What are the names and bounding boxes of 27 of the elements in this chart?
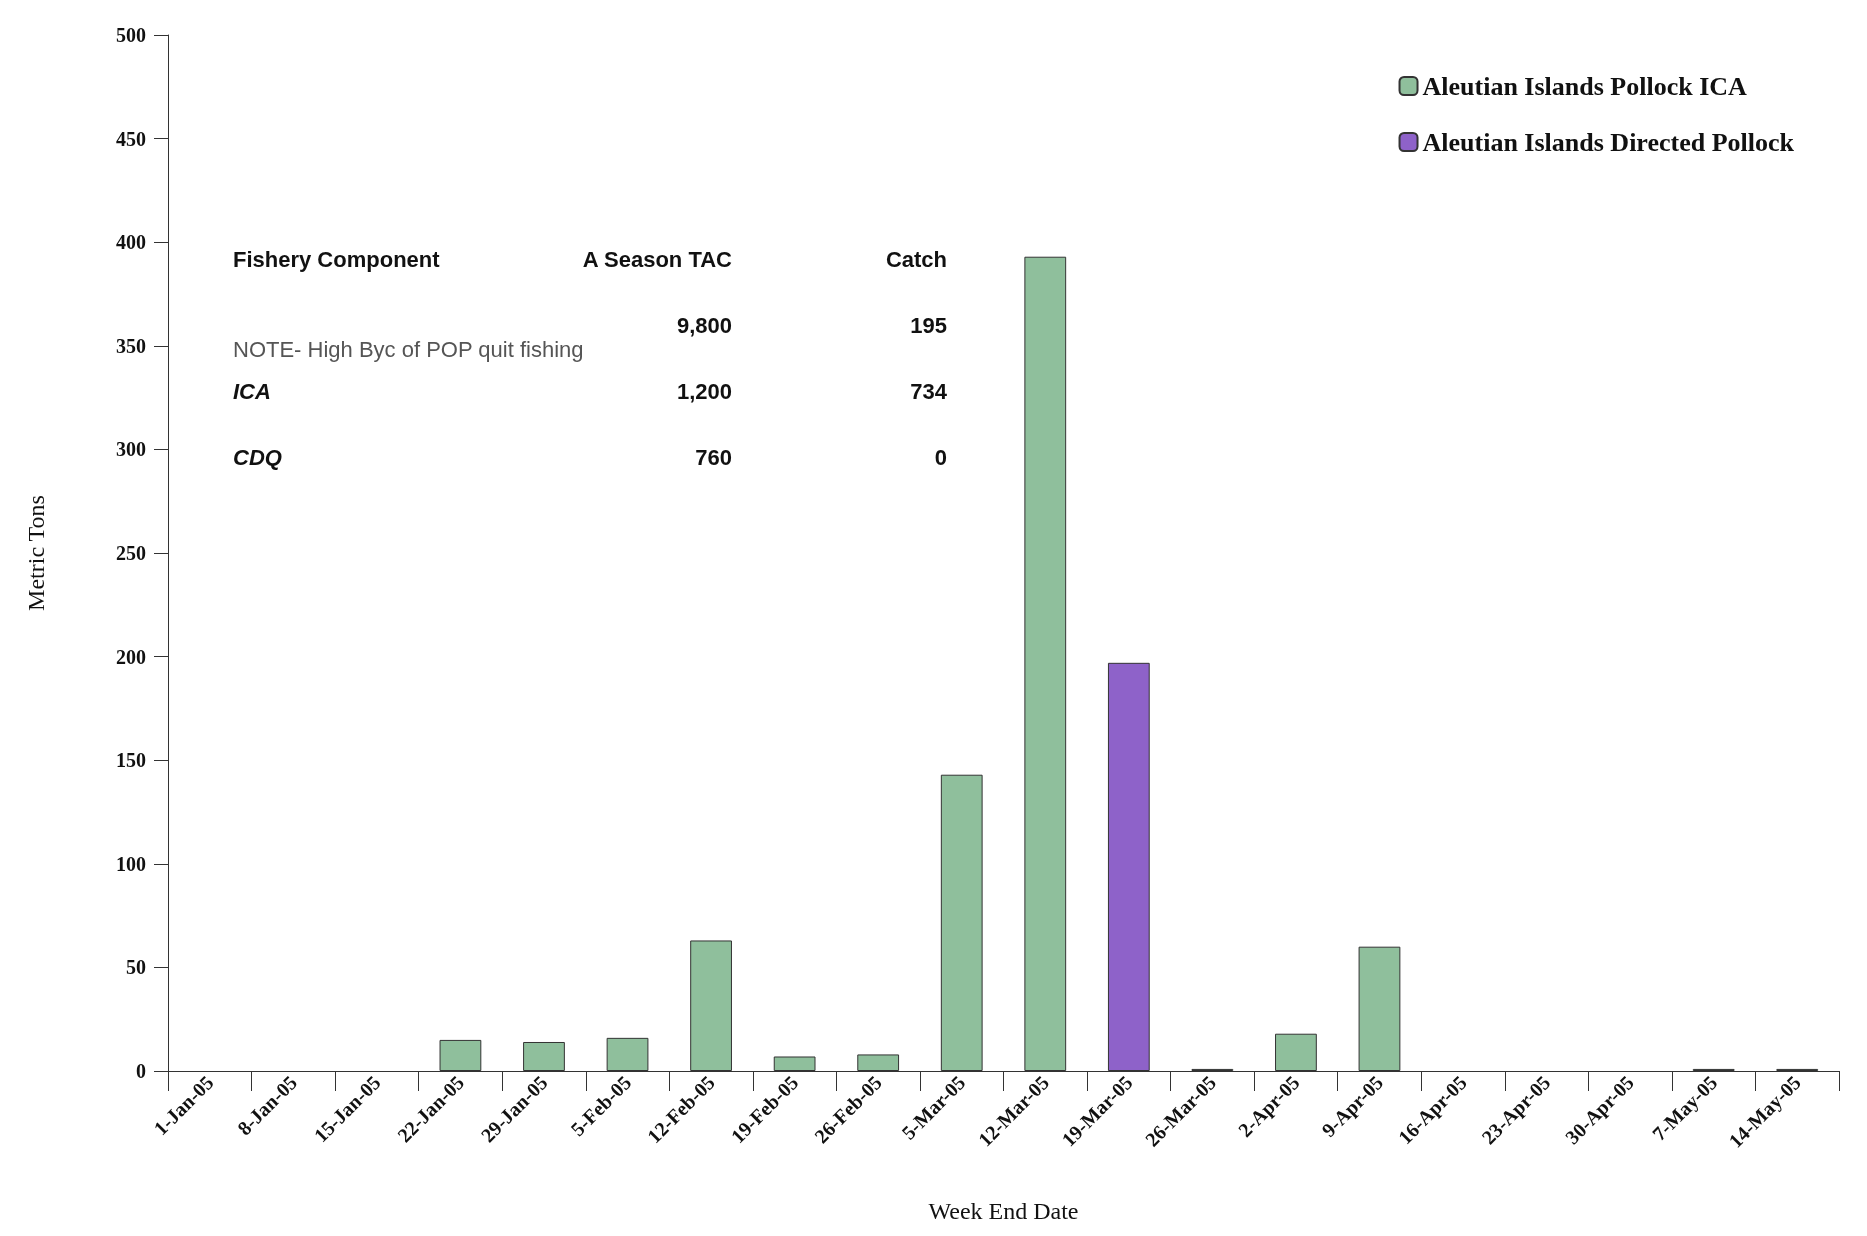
annotation: Catch	[885, 246, 947, 272]
annotation: 9,800	[676, 312, 732, 338]
x-axis-title: Week End Date	[928, 1198, 1079, 1224]
annotation: NOTE- High Byc of POP quit fishing	[233, 336, 584, 362]
annotation: Fishery Component	[233, 246, 441, 272]
y-axis-title: Metric Tons	[23, 495, 49, 611]
y-tick-label: 450	[116, 127, 146, 150]
annotation: A Season TAC	[582, 246, 733, 272]
y-tick-label: 150	[116, 749, 146, 772]
y-tick-label: 200	[116, 645, 146, 668]
y-tick-label: 100	[116, 852, 146, 875]
annotation: 0	[934, 444, 947, 470]
legend-label: Aleutian Islands Pollock ICA	[1422, 71, 1748, 101]
legend-label: Aleutian Islands Directed Pollock	[1422, 127, 1795, 157]
annotation: ICA	[233, 378, 271, 404]
y-tick-label: 500	[116, 24, 146, 46]
annotation: 1,200	[676, 378, 732, 404]
y-tick-label: 0	[136, 1060, 146, 1082]
annotation: 195	[910, 312, 947, 338]
y-tick-label: 250	[116, 542, 146, 564]
annotation: 734	[910, 378, 948, 404]
y-tick-label: 350	[116, 334, 146, 357]
y-tick-label: 300	[116, 438, 146, 461]
y-tick-label: 50	[126, 956, 146, 979]
y-tick-label: 400	[116, 231, 146, 254]
annotation: CDQ	[233, 444, 282, 470]
annotation: 760	[695, 444, 732, 470]
